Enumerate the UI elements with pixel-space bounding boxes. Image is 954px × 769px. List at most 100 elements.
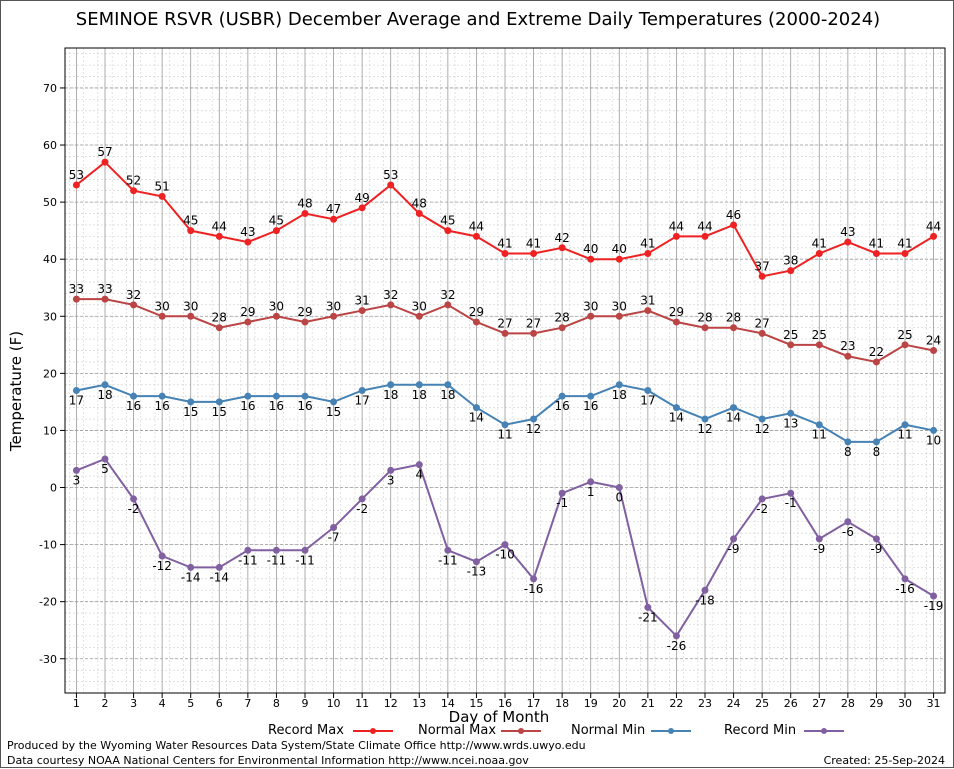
data-label: -12 [152,559,172,573]
data-label: 27 [526,316,541,330]
data-label: -11 [438,553,458,567]
legend-swatch-normal-max [501,728,541,734]
x-tick-label: 23 [698,697,712,710]
data-point [501,249,509,257]
data-label: 30 [326,299,341,313]
data-point [701,415,709,423]
data-label: 45 [183,214,198,228]
data-point [358,495,366,503]
data-point [558,324,566,332]
data-label: 15 [326,405,341,419]
data-label: 4 [415,468,423,482]
data-point [187,398,195,406]
data-label: -19 [924,599,944,613]
data-label: 53 [383,168,398,182]
data-label: -1 [556,496,568,510]
data-label: 25 [812,328,827,342]
data-point [244,392,252,400]
data-point [701,324,709,332]
data-label: 29 [669,305,684,319]
y-tick-label: 60 [43,139,57,152]
data-label: 17 [355,393,370,407]
plot-frame [64,47,946,694]
data-label: 43 [840,225,855,239]
data-point [330,523,338,531]
legend-swatch-record-min [804,728,844,734]
data-point [130,495,138,503]
x-tick-label: 1 [73,697,80,710]
data-label: 51 [155,179,170,193]
x-tick-label: 18 [555,697,569,710]
legend-record-min: Record Min [724,723,844,738]
footer-created-date: Created: 25-Sep-2024 [823,754,945,767]
data-label: -16 [895,582,915,596]
data-label: 29 [297,305,312,319]
data-point [158,312,166,320]
data-label: 15 [212,405,227,419]
data-point [101,455,109,463]
data-point [330,215,338,223]
data-label: 32 [440,288,455,302]
data-point [215,232,223,240]
data-label: 48 [412,197,427,211]
data-label: 44 [697,219,712,233]
data-point [672,232,680,240]
data-point [787,489,795,497]
data-label: -2 [756,502,768,516]
data-label: 10 [926,433,941,447]
data-point [930,347,938,355]
data-point [501,329,509,337]
x-tick-label: 25 [755,697,769,710]
x-tick-label: 14 [441,697,455,710]
data-label: 41 [869,236,884,250]
data-point [358,204,366,212]
data-point [272,312,280,320]
x-tick-label: 3 [130,697,137,710]
data-point [758,272,766,280]
data-point [130,392,138,400]
data-point [415,312,423,320]
legend-swatch-normal-min [651,728,691,734]
x-tick-label: 16 [498,697,512,710]
data-label: 25 [897,328,912,342]
data-point [558,392,566,400]
data-point [301,318,309,326]
data-point [758,495,766,503]
data-point [387,301,395,309]
data-label: 32 [383,288,398,302]
data-point [215,563,223,571]
data-point [815,421,823,429]
data-point [444,301,452,309]
data-label: 16 [583,399,598,413]
data-point [301,392,309,400]
x-tick-label: 4 [159,697,166,710]
data-label: 0 [615,491,623,505]
data-label: 30 [269,299,284,313]
data-label: 45 [440,214,455,228]
legend-label-record-max: Record Max [268,723,344,738]
legend-label-normal-min: Normal Min [571,723,646,738]
data-label: 48 [297,197,312,211]
data-point [301,546,309,554]
data-label: 40 [612,242,627,256]
data-point [644,249,652,257]
data-point [672,632,680,640]
data-point [644,307,652,315]
data-point [930,592,938,600]
data-label: 28 [697,311,712,325]
data-point [872,535,880,543]
data-label: -26 [667,639,687,653]
data-point [72,181,80,189]
data-label: 16 [155,399,170,413]
data-point [330,312,338,320]
data-point [272,227,280,235]
data-label: 32 [126,288,141,302]
data-point [844,352,852,360]
data-point [672,318,680,326]
data-point [330,398,338,406]
data-point [72,466,80,474]
data-label: 14 [726,411,741,425]
data-label: 41 [526,236,541,250]
data-label: 31 [640,294,655,308]
